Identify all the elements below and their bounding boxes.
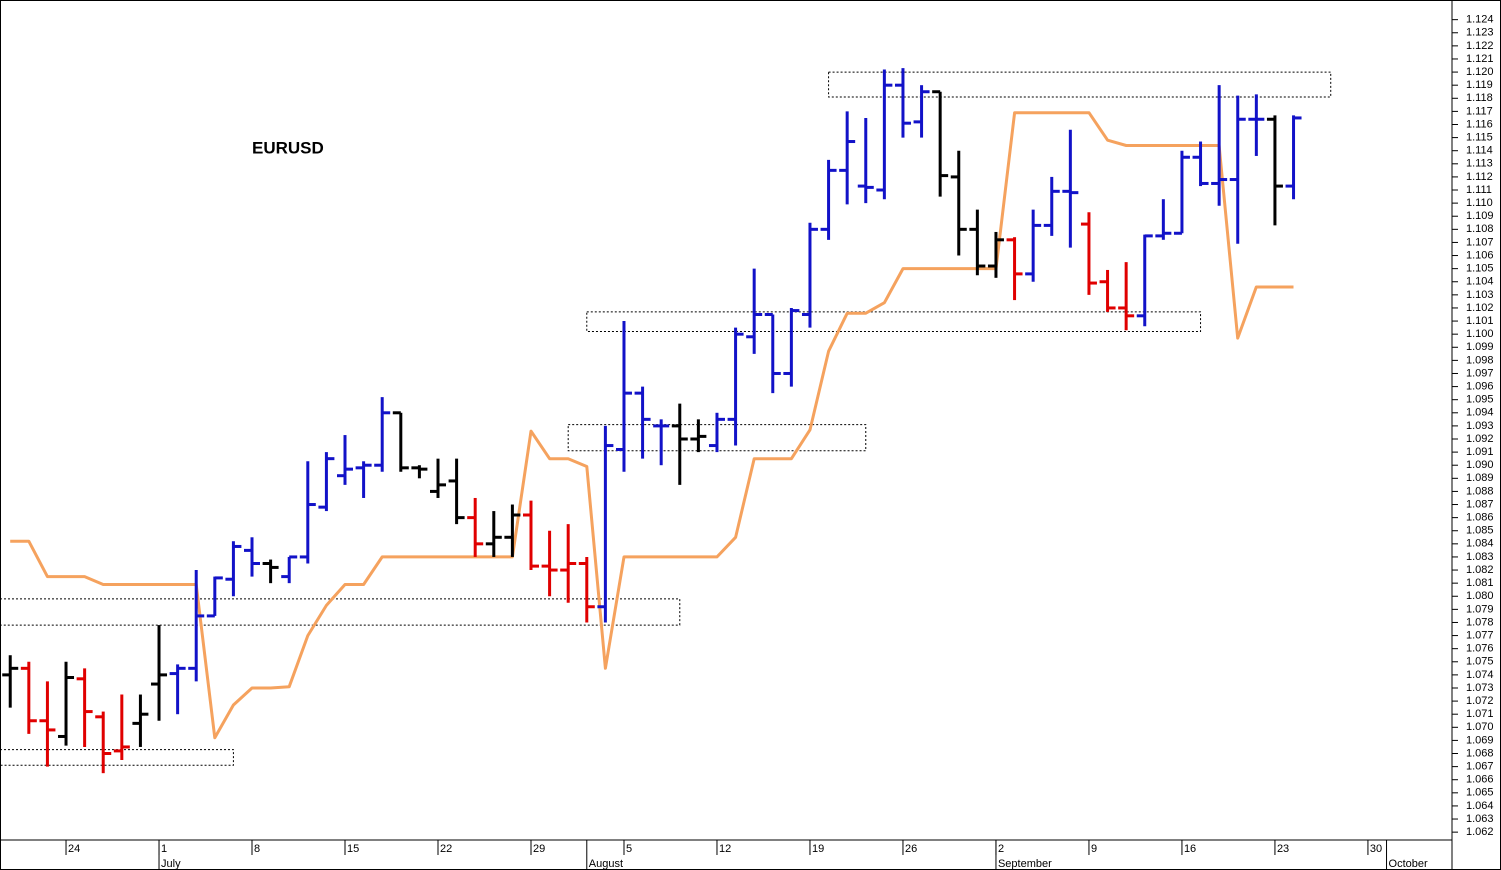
y-tick-label: 1.091 — [1466, 446, 1494, 458]
zone — [828, 71, 1332, 98]
y-tick-label: 1.080 — [1466, 590, 1494, 602]
y-tick-label: 1.079 — [1466, 603, 1494, 615]
y-tick-label: 1.121 — [1466, 53, 1494, 65]
y-tick-label: 1.118 — [1466, 92, 1493, 104]
y-tick-label: 1.107 — [1466, 236, 1494, 248]
y-tick-label: 1.095 — [1466, 394, 1494, 406]
y-tick-label: 1.104 — [1466, 276, 1494, 288]
y-tick-label: 1.075 — [1466, 656, 1494, 668]
y-tick-label: 1.089 — [1466, 472, 1494, 484]
y-tick-label: 1.113 — [1466, 158, 1493, 170]
y-tick-label: 1.066 — [1466, 774, 1494, 786]
y-tick-label: 1.106 — [1466, 249, 1494, 261]
month-label: July — [161, 858, 181, 870]
y-tick-label: 1.087 — [1466, 498, 1494, 510]
y-tick-label: 1.123 — [1466, 27, 1494, 39]
x-tick-label: 29 — [533, 843, 545, 855]
y-tick-label: 1.086 — [1466, 512, 1494, 524]
y-tick-label: 1.070 — [1466, 721, 1494, 733]
y-tick-label: 1.119 — [1466, 79, 1493, 91]
y-tick-label: 1.083 — [1466, 551, 1494, 563]
y-tick-label: 1.077 — [1466, 629, 1494, 641]
x-tick-label: 9 — [1091, 843, 1097, 855]
y-tick-label: 1.116 — [1466, 118, 1493, 130]
x-tick-label: 23 — [1277, 843, 1289, 855]
y-tick-label: 1.063 — [1466, 813, 1494, 825]
zone — [586, 311, 1202, 333]
month-label: September — [998, 858, 1052, 870]
y-tick-label: 1.092 — [1466, 433, 1494, 445]
y-tick-label: 1.098 — [1466, 354, 1494, 366]
y-tick-label: 1.111 — [1466, 184, 1492, 196]
indicator-line — [10, 111, 1294, 740]
y-tick-label: 1.096 — [1466, 380, 1494, 392]
x-tick-label: 30 — [1370, 843, 1382, 855]
y-tick-label: 1.109 — [1466, 210, 1494, 222]
y-tick-label: 1.110 — [1466, 197, 1493, 209]
y-tick-label: 1.100 — [1466, 328, 1494, 340]
y-tick-label: 1.088 — [1466, 485, 1494, 497]
y-tick-label: 1.074 — [1466, 669, 1494, 681]
y-tick-label: 1.068 — [1466, 747, 1494, 759]
y-tick-label: 1.067 — [1466, 761, 1494, 773]
y-tick-label: 1.122 — [1466, 40, 1494, 52]
y-tick-label: 1.082 — [1466, 564, 1494, 576]
y-tick-label: 1.062 — [1466, 826, 1494, 838]
x-tick-label: 26 — [905, 843, 917, 855]
y-tick-label: 1.072 — [1466, 695, 1494, 707]
y-tick-label: 1.073 — [1466, 682, 1494, 694]
month-label: October — [1389, 858, 1428, 870]
y-tick-label: 1.085 — [1466, 525, 1494, 537]
y-tick-label: 1.093 — [1466, 420, 1494, 432]
x-tick-label: 5 — [626, 843, 632, 855]
x-tick-label: 8 — [254, 843, 260, 855]
y-tick-label: 1.090 — [1466, 459, 1494, 471]
y-tick-label: 1.064 — [1466, 800, 1494, 812]
y-tick-label: 1.108 — [1466, 223, 1494, 235]
y-tick-label: 1.124 — [1466, 14, 1494, 26]
y-tick-label: 1.071 — [1466, 708, 1494, 720]
chart-title: EURUSD — [252, 138, 324, 157]
x-tick-label: 22 — [440, 843, 452, 855]
y-tick-label: 1.115 — [1466, 132, 1493, 144]
y-tick-label: 1.101 — [1466, 315, 1494, 327]
x-tick-label: 2 — [998, 843, 1004, 855]
x-tick-label: 19 — [812, 843, 824, 855]
y-tick-label: 1.097 — [1466, 367, 1494, 379]
y-tick-label: 1.084 — [1466, 538, 1494, 550]
x-tick-label: 16 — [1184, 843, 1196, 855]
y-tick-label: 1.103 — [1466, 289, 1494, 301]
x-tick-label: 1 — [161, 843, 167, 855]
y-tick-label: 1.102 — [1466, 302, 1494, 314]
y-tick-label: 1.081 — [1466, 577, 1494, 589]
y-tick-label: 1.112 — [1466, 171, 1493, 183]
month-label: August — [589, 858, 623, 870]
y-tick-label: 1.105 — [1466, 263, 1494, 275]
y-tick-label: 1.099 — [1466, 341, 1494, 353]
x-tick-label: 24 — [68, 843, 80, 855]
y-tick-label: 1.120 — [1466, 66, 1494, 78]
y-tick-label: 1.065 — [1466, 787, 1494, 799]
y-tick-label: 1.114 — [1466, 145, 1493, 157]
x-tick-label: 15 — [347, 843, 359, 855]
y-tick-label: 1.069 — [1466, 734, 1494, 746]
y-tick-label: 1.117 — [1466, 105, 1493, 117]
y-tick-label: 1.094 — [1466, 407, 1494, 419]
y-tick-label: 1.078 — [1466, 616, 1494, 628]
x-tick-label: 12 — [719, 843, 731, 855]
y-tick-label: 1.076 — [1466, 643, 1494, 655]
zone — [0, 598, 681, 626]
